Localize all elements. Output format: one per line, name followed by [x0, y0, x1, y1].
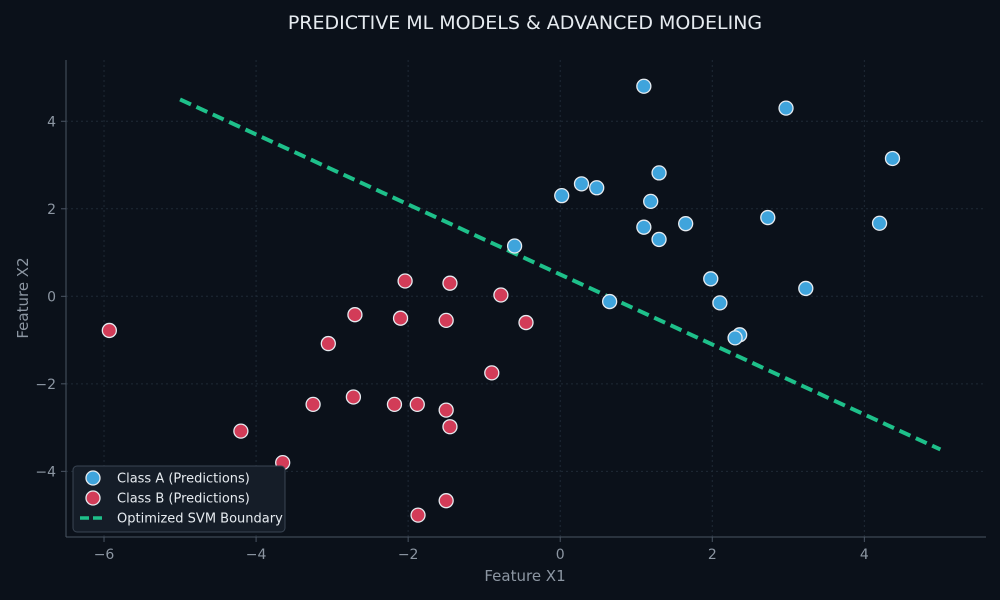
class-a-point	[651, 165, 667, 181]
class-a-point	[643, 193, 659, 209]
class-a-point	[798, 280, 814, 297]
class-b-point	[410, 507, 426, 523]
class-a-point	[778, 100, 794, 116]
x-axis-title: Feature X1	[484, 567, 565, 585]
class-b-point	[493, 287, 509, 303]
class-a-point	[506, 238, 523, 254]
x-tick-label: 4	[860, 547, 869, 563]
legend-marker-class-a	[85, 470, 101, 486]
chart-title: PREDICTIVE ML MODELS & ADVANCED MODELING	[288, 12, 762, 34]
class-a-point	[589, 180, 605, 196]
y-tick-label: 0	[47, 289, 56, 305]
x-tick-label: −6	[94, 547, 115, 563]
legend-label-class-a: Class A (Predictions)	[117, 472, 250, 487]
class-b-point	[101, 322, 117, 339]
class-a-point	[601, 293, 618, 310]
class-b-point	[409, 396, 425, 413]
legend-label-boundary: Optimized SVM Boundary	[117, 512, 283, 527]
x-tick-label: −2	[398, 547, 419, 563]
axes	[61, 60, 986, 542]
class-a-point	[871, 215, 888, 231]
class-b-point	[518, 314, 534, 331]
y-axis-title: Feature X2	[14, 257, 32, 338]
class-a-point	[651, 231, 667, 248]
class-a-point	[636, 78, 652, 94]
legend-label-class-b: Class B (Predictions)	[117, 492, 250, 507]
class-b-point	[438, 493, 454, 509]
class-a-point	[636, 219, 652, 235]
class-b-point	[438, 402, 454, 418]
class-a-point	[554, 188, 570, 204]
class-a-point	[678, 216, 694, 232]
class-b-point	[386, 396, 403, 413]
y-tick-label: 2	[47, 202, 56, 218]
class-a-point	[760, 209, 776, 226]
class-a-point	[884, 150, 901, 167]
boundary-layer	[179, 97, 942, 452]
svm-boundary-line	[179, 97, 942, 452]
class-b-point	[305, 396, 321, 413]
class-b-point	[233, 423, 249, 439]
x-tick-label: 2	[708, 547, 717, 563]
y-tick-label: −4	[35, 464, 56, 480]
class-b-point	[442, 275, 458, 291]
tick-labels: −6 −4 −2 0 2 4 −4 −2 0 2 4	[35, 114, 869, 563]
class-b-point	[345, 389, 362, 405]
class-b-point	[392, 310, 409, 326]
class-a-point	[712, 295, 728, 311]
class-a-point	[703, 271, 719, 287]
x-tick-label: 0	[556, 547, 565, 563]
x-tick-label: −4	[246, 547, 267, 563]
data-points	[101, 78, 901, 523]
class-a-point	[573, 176, 590, 192]
class-b-point	[484, 365, 500, 381]
grid	[66, 60, 986, 537]
y-tick-label: 4	[47, 114, 56, 130]
class-a-point	[727, 330, 743, 346]
class-b-point	[320, 335, 336, 352]
class-b-point	[347, 307, 363, 323]
class-b-point	[397, 273, 413, 289]
class-b-point	[438, 312, 454, 329]
legend-box	[72, 465, 286, 533]
legend-marker-class-b	[85, 490, 101, 506]
y-tick-label: −2	[35, 377, 56, 393]
class-b-point	[442, 419, 458, 435]
legend: Class A (Predictions) Class B (Predictio…	[72, 465, 286, 533]
